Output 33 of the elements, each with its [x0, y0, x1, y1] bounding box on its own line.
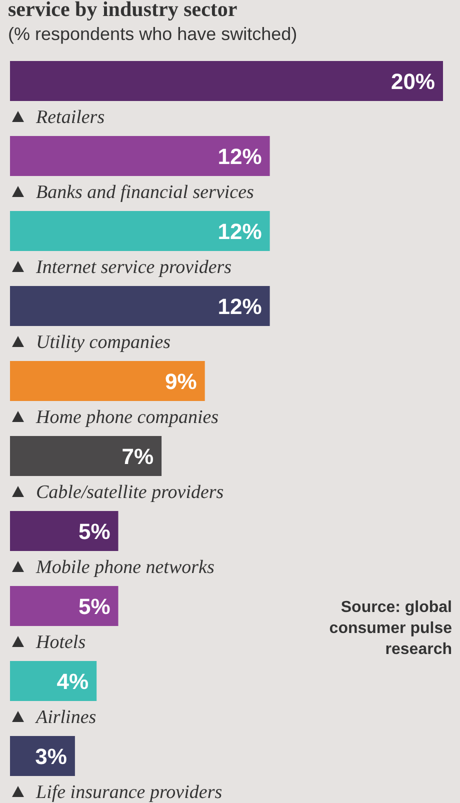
bar [10, 736, 75, 776]
y-tick-label: Retailers [35, 107, 105, 128]
chart-subtitle: (% respondents who have switched) [8, 24, 298, 44]
bar [10, 511, 118, 551]
data-label: 7% [122, 444, 154, 469]
y-tick-label: Airlines [34, 707, 96, 728]
data-label: 9% [165, 369, 197, 394]
data-label: 12% [218, 219, 262, 244]
data-label: 5% [78, 594, 110, 619]
bar [10, 661, 97, 701]
bar [10, 586, 118, 626]
data-label: 20% [390, 69, 435, 94]
y-tick-label: Mobile phone networks [35, 557, 214, 578]
y-tick-label: Utility companies [36, 332, 171, 353]
y-tick-label: Hotels [35, 632, 86, 653]
y-tick-label: Life insurance providers [35, 782, 222, 803]
bar [10, 211, 270, 251]
y-tick-label: Internet service providers [35, 257, 232, 278]
y-tick-label: Banks and financial services [36, 182, 254, 203]
bar [10, 136, 270, 176]
bar [10, 61, 443, 101]
y-tick-label: Cable/satellite providers [36, 482, 224, 503]
chart-title: service by industry sector [8, 0, 238, 21]
data-label: 12% [218, 294, 262, 319]
annotation: Source: global consumer pulse research [329, 599, 452, 658]
data-label: 5% [78, 519, 110, 544]
data-label: 4% [56, 669, 89, 694]
data-label: 3% [35, 744, 67, 769]
y-tick-label: Home phone companies [35, 407, 219, 428]
data-label: 12% [218, 144, 262, 169]
bar [10, 361, 205, 401]
bar [10, 286, 270, 326]
bar [10, 436, 162, 476]
